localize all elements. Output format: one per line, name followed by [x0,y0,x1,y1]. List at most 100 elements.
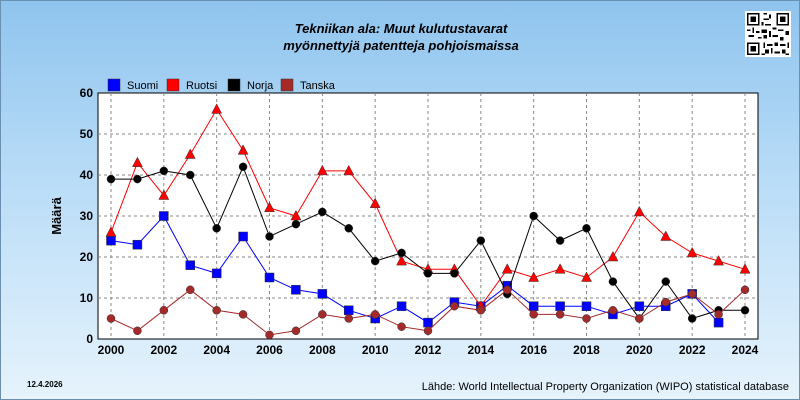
x-tick-label: 2006 [256,343,283,357]
data-point-norja [106,174,116,184]
data-point-tanska [687,289,697,299]
data-point-ruotsi [554,263,566,274]
legend-swatch-norja [227,78,241,92]
qr-code-icon [745,11,791,57]
legend-label-norja: Norja [247,80,274,92]
data-point-norja [582,224,591,233]
y-tick-label: 60 [80,86,94,100]
data-point-ruotsi [264,201,275,213]
data-point-norja [661,277,670,286]
data-point-norja [133,174,142,184]
y-axis-label: Määrä [49,196,64,234]
data-point-ruotsi [581,271,592,282]
legend-swatch-ruotsi [166,78,180,92]
x-tick-label: 2004 [203,343,230,357]
data-point-ruotsi [686,246,698,258]
data-point-norja [265,232,274,241]
data-point-ruotsi [369,197,381,208]
data-point-tanska [450,301,459,311]
data-point-tanska [740,285,750,295]
data-point-norja [212,224,221,233]
data-point-suomi [291,285,301,295]
data-point-norja [423,269,433,278]
x-tick-label: 2020 [626,343,653,357]
data-point-suomi [528,301,539,311]
data-point-norja [238,162,248,172]
data-point-tanska [133,326,142,336]
data-point-suomi [132,239,143,250]
data-point-tanska [344,314,353,323]
x-tick-label: 2016 [520,343,547,357]
data-point-ruotsi [158,189,170,200]
data-point-tanska [423,326,433,336]
data-point-ruotsi [607,250,619,262]
data-point-suomi [581,301,592,311]
data-point-tanska [529,310,538,319]
data-point-norja [555,236,565,245]
data-point-ruotsi [713,255,724,266]
data-point-suomi [106,235,116,246]
data-point-suomi [713,317,724,328]
data-point-norja [608,277,618,286]
data-point-suomi [396,301,407,311]
data-point-tanska [714,310,723,319]
data-point-tanska [212,306,221,315]
data-point-ruotsi [184,148,196,159]
data-point-tanska [555,310,565,319]
data-point-norja [370,256,380,266]
legend-label-ruotsi: Ruotsi [186,80,217,92]
data-point-tanska [661,297,670,307]
data-point-tanska [159,306,169,315]
y-tick-label: 50 [80,127,94,141]
data-point-norja [740,306,750,315]
data-point-ruotsi [633,205,645,217]
data-point-ruotsi [396,255,407,266]
data-point-tanska [608,306,618,315]
data-point-tanska [370,310,380,319]
data-point-suomi [423,317,433,328]
legend-swatch-tanska [280,78,294,92]
y-tick-label: 20 [80,250,94,264]
data-point-ruotsi [528,271,540,282]
data-point-suomi [317,289,328,299]
data-point-suomi [238,231,248,242]
x-tick-label: 2012 [415,343,442,357]
y-tick-label: 0 [86,332,93,346]
data-point-tanska [397,322,406,331]
data-point-suomi [555,301,565,311]
data-point-suomi [634,301,645,311]
data-point-ruotsi [501,263,513,274]
data-point-ruotsi [237,144,249,155]
data-point-suomi [344,305,354,316]
data-point-ruotsi [739,263,751,274]
data-point-norja [291,219,301,229]
legend-label-suomi: Suomi [127,80,158,92]
x-tick-label: 2010 [362,343,389,357]
data-point-norja [159,166,169,176]
data-point-norja [344,224,353,233]
data-point-norja [186,170,195,180]
data-point-norja [397,248,406,258]
data-point-tanska [291,326,301,336]
data-point-tanska [503,285,512,295]
data-point-norja [450,269,459,278]
legend: Suomi Ruotsi Norja Tanska [107,78,336,92]
series-tanska [106,285,750,340]
data-point-tanska [186,285,195,295]
footer-source: Lähde: World Intellectual Property Organ… [421,381,789,393]
x-tick-label: 2008 [309,343,336,357]
data-point-suomi [185,260,195,270]
chart-title-line1: Tekniikan ala: Muut kulutustavarat [294,21,508,36]
data-point-ruotsi [132,156,143,167]
data-point-suomi [264,272,275,283]
data-point-ruotsi [660,230,672,241]
x-tick-label: 2018 [573,343,600,357]
data-point-suomi [211,268,222,279]
data-point-tanska [582,314,591,323]
y-tick-label: 10 [80,291,94,305]
data-point-ruotsi [105,226,117,237]
data-point-ruotsi [211,103,223,114]
data-point-norja [529,211,538,221]
data-point-tanska [476,306,486,315]
data-point-tanska [106,314,116,323]
